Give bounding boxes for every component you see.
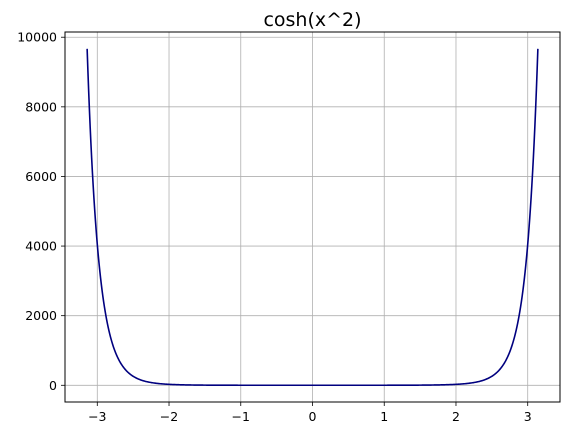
y-tick-label: 10000 [17,30,57,45]
y-tick-label: 0 [49,378,57,393]
x-tick-label: 2 [452,409,460,424]
y-axis: 0 2000 4000 6000 8000 10000 [17,30,65,393]
x-tick-label: 1 [380,409,388,424]
chart-title: cosh(x^2) [263,9,361,31]
x-tick-label: −2 [160,409,178,424]
x-tick-label: −3 [88,409,106,424]
x-tick-label: −1 [232,409,250,424]
x-tick-label: 0 [309,409,317,424]
x-tick-label: 3 [524,409,532,424]
data-series [86,48,539,387]
y-tick-label: 4000 [25,239,57,254]
series-line [86,48,539,387]
y-tick-label: 6000 [25,169,57,184]
y-tick-label: 2000 [25,308,57,323]
y-tick-label: 8000 [25,99,57,114]
x-axis: −3 −2 −1 0 1 2 3 [88,402,532,424]
